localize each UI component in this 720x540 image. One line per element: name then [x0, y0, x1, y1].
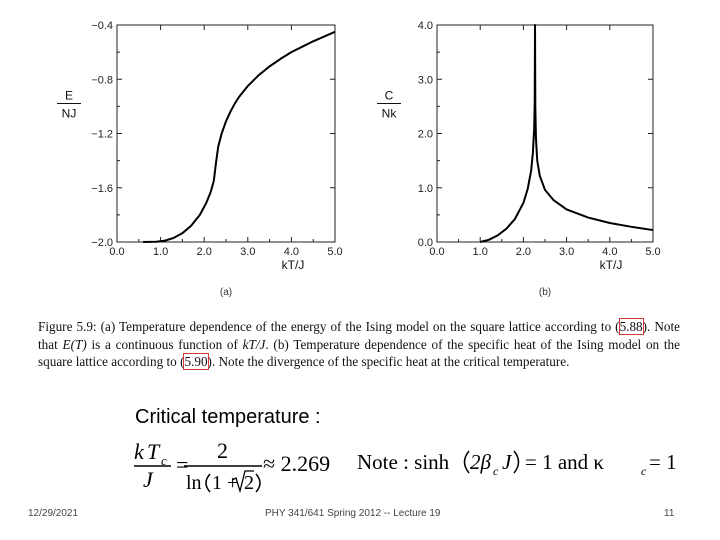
specific-heat-x-tick-label: 4.0	[602, 246, 617, 258]
caption-part-5: ). Note the divergence of the specific h…	[207, 354, 570, 369]
eq-beta-sub-c: c	[493, 464, 499, 478]
specific-heat-y-tick-label: 1.0	[418, 183, 433, 195]
footer-page-number: 11	[664, 508, 675, 519]
eq-ln: ln	[186, 472, 202, 494]
energy-x-tick-label: 0.0	[109, 246, 124, 258]
specific-heat-y-axis-title-bottom: Nk	[382, 107, 398, 121]
energy-y-tick-label: −0.8	[91, 74, 113, 86]
energy-series-line	[143, 30, 336, 243]
eq-k: k	[134, 439, 145, 464]
energy-x-axis-title: kT/J	[282, 258, 305, 272]
eq-sqrt-sign	[231, 470, 254, 494]
energy-y-tick-label: −1.2	[91, 129, 113, 141]
caption-part-2: ). Note that	[38, 319, 680, 352]
eq-note: Note : sinh	[357, 450, 450, 474]
specific-heat-y-tick-label: 0.0	[418, 237, 433, 249]
eq-sqrt-two: 2	[244, 472, 254, 494]
caption-part-4: . (b) Temperature dependence of the spec…	[38, 336, 681, 370]
eq-kappa-sub-c: c	[641, 464, 647, 478]
eq-note-right-paren	[513, 450, 520, 474]
energy-x-tick-label: 5.0	[327, 246, 342, 258]
caption-ktj: kT/J	[242, 336, 266, 352]
footer-course: PHY 341/641 Spring 2012 -- Lecture 19	[265, 508, 441, 519]
specific-heat-panel-label: (b)	[539, 287, 551, 298]
caption-part-1: (a) Temperature dependence of the energy…	[96, 319, 620, 334]
specific-heat-x-axis-title: kT/J	[600, 258, 623, 272]
equation-ref-590[interactable]: 5.90	[183, 353, 209, 370]
specific-heat-chart-svg: 0.0 1.0 2.0 3.0 4.0 5.00.01.02.03.04.0kT/JCNk…	[377, 20, 661, 298]
energy-chart-svg: 0.0 1.0 2.0 3.0 4.0 5.0 −2.0 −1.6 −1.2 −0.8 −0.4 kT…	[57, 20, 343, 298]
figure-caption: Figure 5.9: (a) Temperature dependence o…	[38, 318, 680, 371]
energy-y-tick-label: −0.4	[91, 20, 113, 32]
energy-x-tick-label: 2.0	[197, 246, 212, 258]
energy-y-tick-label: −1.6	[91, 183, 113, 195]
eq-kappa-equals-one: = 1	[649, 450, 677, 474]
specific-heat-x-tick-label: 5.0	[645, 246, 660, 258]
specific-heat-x-tick-label: 2.0	[516, 246, 531, 258]
specific-heat-y-tick-label: 2.0	[418, 129, 433, 141]
eq-one-plus: 1 +	[212, 472, 238, 494]
energy-x-tick-label: 4.0	[284, 246, 299, 258]
eq-note-J: J	[502, 450, 513, 474]
specific-heat-x-tick-label: 0.0	[429, 246, 444, 258]
eq-J: J	[143, 467, 154, 492]
equation-ref-588[interactable]: 5.88	[618, 318, 644, 335]
caption-lead: Figure 5.9:	[38, 319, 97, 334]
energy-panel-label: (a)	[220, 287, 232, 298]
energy-y-axis-title-top: E	[65, 89, 73, 103]
equation-title: Critical temperature :	[135, 406, 321, 428]
specific-heat-series-line	[479, 24, 654, 243]
eq-left-paren	[205, 473, 211, 493]
energy-y-tick-label: −2.0	[91, 237, 113, 249]
energy-x-tick-label: 3.0	[240, 246, 255, 258]
energy-x-tick-label: 1.0	[153, 246, 168, 258]
specific-heat-x-tick-label: 3.0	[559, 246, 574, 258]
eq-equals: =	[176, 452, 188, 477]
specific-heat-y-tick-label: 3.0	[418, 74, 433, 86]
eq-two-beta: 2β	[470, 450, 492, 474]
eq-sub-c: c	[161, 453, 167, 468]
eq-approx: ≈ 2.269	[263, 451, 330, 476]
eq-equals-one-and-kappa: = 1 and κ	[525, 450, 604, 474]
energy-chart: 0.0 1.0 2.0 3.0 4.0 5.0 −2.0 −1.6 −1.2 −0.8 −0.4 kT…	[0, 0, 360, 300]
specific-heat-plot-frame	[436, 24, 654, 243]
specific-heat-x-tick-label: 1.0	[473, 246, 488, 258]
caption-part-3: is a continuous function of	[86, 336, 243, 352]
caption-et: E(T)	[62, 336, 87, 352]
specific-heat-y-tick-label: 4.0	[418, 20, 433, 32]
eq-T: T	[147, 439, 161, 464]
energy-y-axis-title-bottom: NJ	[62, 107, 77, 121]
eq-right-paren	[255, 473, 261, 493]
eq-note-left-paren	[463, 450, 470, 474]
specific-heat-y-axis-title-top: C	[385, 89, 394, 103]
footer-date: 12/29/2021	[28, 508, 79, 519]
eq-two: 2	[217, 438, 228, 463]
